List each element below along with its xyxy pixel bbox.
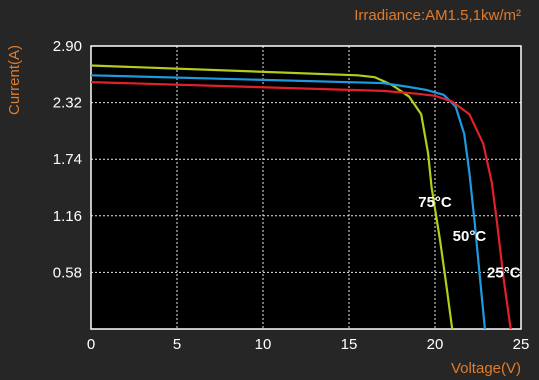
y-axis-title: Current(A) [6, 45, 23, 115]
plot-area [91, 46, 521, 329]
series-line-75c [90, 64, 454, 330]
temperature-label: 75°C [418, 194, 452, 211]
y-tick-label: 1.16 [53, 208, 82, 225]
x-axis-title: Voltage(V) [451, 360, 521, 377]
y-tick-label: 2.90 [53, 38, 82, 55]
x-tick-label: 0 [87, 336, 95, 353]
y-tick-label: 2.32 [53, 95, 82, 112]
series-line-50c [90, 74, 486, 330]
x-tick-label: 15 [341, 336, 358, 353]
temperature-label: 25°C [487, 264, 521, 281]
x-tick-label: 25 [513, 336, 530, 353]
y-tick-label: 0.58 [53, 264, 82, 281]
x-tick-label: 20 [427, 336, 444, 353]
y-tick-label: 1.74 [53, 151, 82, 168]
x-tick-label: 5 [173, 336, 181, 353]
x-tick-label: 10 [255, 336, 272, 353]
temperature-label: 50°C [453, 228, 487, 245]
plot-frame [90, 45, 522, 330]
series-line-25c [90, 81, 512, 330]
irradiance-note: Irradiance:AM1.5,1kw/m² [354, 7, 521, 24]
